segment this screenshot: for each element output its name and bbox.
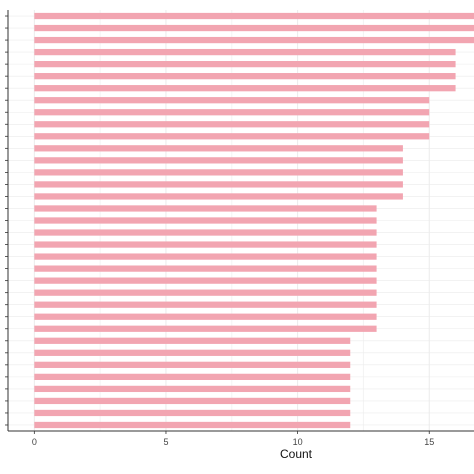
- x-axis-title: Count: [280, 447, 313, 461]
- bar: [34, 61, 456, 68]
- bar: [34, 253, 377, 260]
- bar: [34, 421, 351, 429]
- axes: 0 5 10 15: [5, 10, 474, 447]
- x-tick-label: 10: [293, 437, 303, 447]
- bar: [34, 73, 456, 80]
- x-tick-label: 15: [424, 437, 434, 447]
- bar: [34, 301, 377, 308]
- bar: [34, 24, 474, 32]
- bar: [34, 109, 430, 116]
- bar: [34, 157, 403, 164]
- bar: [34, 181, 403, 188]
- bar: [34, 337, 351, 344]
- bar: [34, 97, 430, 104]
- bar: [34, 349, 351, 356]
- bar: [34, 277, 377, 284]
- bar: [34, 169, 403, 176]
- bar: [34, 373, 351, 380]
- bar: [34, 217, 377, 224]
- bar: [34, 12, 474, 20]
- bar: [34, 36, 474, 44]
- bar: [34, 313, 377, 320]
- bar: [34, 193, 403, 200]
- x-tick-label: 0: [32, 437, 37, 447]
- bar: [34, 229, 377, 236]
- bar: [34, 241, 377, 248]
- bar: [34, 325, 377, 332]
- bar: [34, 121, 430, 128]
- bar: [34, 397, 351, 405]
- bar: [34, 145, 403, 152]
- x-tick-label: 5: [163, 437, 168, 447]
- bar: [34, 361, 351, 368]
- bar: [34, 48, 456, 56]
- bars: [34, 12, 474, 429]
- bar: [34, 205, 377, 212]
- bar: [34, 385, 351, 393]
- bar: [34, 85, 456, 92]
- bar: [34, 265, 377, 272]
- bar: [34, 133, 430, 140]
- bar: [34, 409, 351, 417]
- bar: [34, 289, 377, 296]
